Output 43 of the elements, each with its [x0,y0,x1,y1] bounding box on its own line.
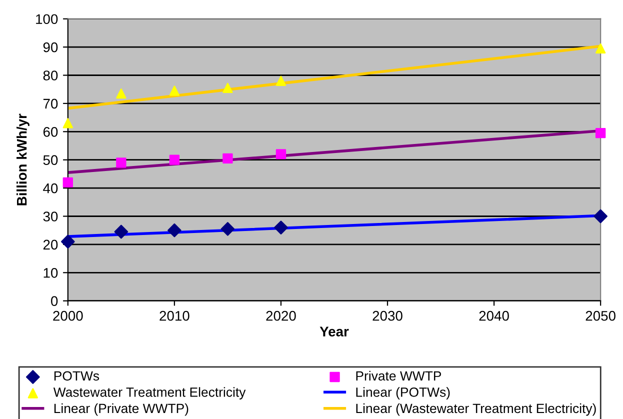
point [594,209,608,224]
point [61,234,75,249]
point [116,158,126,168]
x-tick-label: 2050 [586,310,616,321]
point [62,118,73,128]
point [222,82,233,94]
x-tick-label: 2030 [372,310,402,321]
x-tick-label: 2040 [479,310,509,321]
x-tick-label: 2020 [266,310,296,321]
point [595,43,606,54]
y-tick-label: 60 [43,126,58,137]
y-tick-label: 50 [43,155,58,166]
y-tick-label: 10 [44,268,58,278]
point [595,128,606,138]
y-axis-title: Billion kWh/yr [16,114,30,206]
point [114,224,128,239]
y-tick-label: 30 [43,212,58,222]
point [274,220,288,234]
point [169,154,180,165]
x-tick-label: 2010 [160,310,190,321]
point [276,76,286,86]
legend-label: Linear (Private WWTP) [54,403,188,416]
y-tick-label: 0 [51,296,58,306]
y-tick-label: 40 [43,183,58,194]
y-tick-label: 20 [43,240,58,250]
point [62,177,73,188]
point [220,222,235,236]
point [222,153,233,164]
legend-label: Linear (Wastewater Treatment Electricity) [356,403,596,416]
x-tick-label: 2000 [53,310,83,321]
x-axis-title: Year [320,326,349,336]
y-tick-label: 100 [36,14,58,24]
y-tick-label: 80 [43,70,58,80]
legend-label: POTWs [54,371,100,381]
point [276,149,286,160]
legend-label: Linear (POTWs) [356,387,450,400]
y-tick-label: 90 [43,42,58,52]
legend-label: Wastewater Treatment Electricity [53,387,246,400]
point [116,88,126,99]
point [169,86,180,96]
legend-label: Private WWTP [356,370,442,381]
y-tick-label: 70 [43,98,58,109]
point [168,223,182,238]
